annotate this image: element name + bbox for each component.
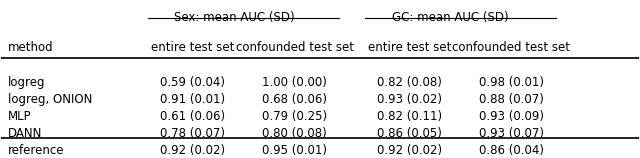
- Text: Sex: mean AUC (SD): Sex: mean AUC (SD): [173, 11, 294, 24]
- Text: 0.92 (0.02): 0.92 (0.02): [377, 144, 442, 157]
- Text: logreg: logreg: [8, 76, 45, 89]
- Text: method: method: [8, 41, 53, 54]
- Text: 0.88 (0.07): 0.88 (0.07): [479, 93, 543, 106]
- Text: 0.78 (0.07): 0.78 (0.07): [160, 127, 225, 140]
- Text: 0.82 (0.11): 0.82 (0.11): [377, 110, 442, 123]
- Text: 0.86 (0.05): 0.86 (0.05): [377, 127, 442, 140]
- Text: MLP: MLP: [8, 110, 31, 123]
- Text: confounded test set: confounded test set: [452, 41, 570, 54]
- Text: 0.79 (0.25): 0.79 (0.25): [262, 110, 327, 123]
- Text: 0.93 (0.02): 0.93 (0.02): [377, 93, 442, 106]
- Text: 0.59 (0.04): 0.59 (0.04): [160, 76, 225, 89]
- Text: entire test set: entire test set: [367, 41, 451, 54]
- Text: 0.86 (0.04): 0.86 (0.04): [479, 144, 543, 157]
- Text: 0.91 (0.01): 0.91 (0.01): [160, 93, 225, 106]
- Text: 0.93 (0.07): 0.93 (0.07): [479, 127, 543, 140]
- Text: 0.98 (0.01): 0.98 (0.01): [479, 76, 543, 89]
- Text: GC: mean AUC (SD): GC: mean AUC (SD): [392, 11, 509, 24]
- Text: entire test set: entire test set: [151, 41, 234, 54]
- Text: reference: reference: [8, 144, 64, 157]
- Text: logreg, ONION: logreg, ONION: [8, 93, 92, 106]
- Text: 0.82 (0.08): 0.82 (0.08): [377, 76, 442, 89]
- Text: 0.61 (0.06): 0.61 (0.06): [160, 110, 225, 123]
- Text: 0.93 (0.09): 0.93 (0.09): [479, 110, 543, 123]
- Text: confounded test set: confounded test set: [236, 41, 353, 54]
- Text: 0.92 (0.02): 0.92 (0.02): [160, 144, 225, 157]
- Text: 0.80 (0.08): 0.80 (0.08): [262, 127, 327, 140]
- Text: 1.00 (0.00): 1.00 (0.00): [262, 76, 327, 89]
- Text: 0.68 (0.06): 0.68 (0.06): [262, 93, 327, 106]
- Text: 0.95 (0.01): 0.95 (0.01): [262, 144, 327, 157]
- Text: DANN: DANN: [8, 127, 42, 140]
